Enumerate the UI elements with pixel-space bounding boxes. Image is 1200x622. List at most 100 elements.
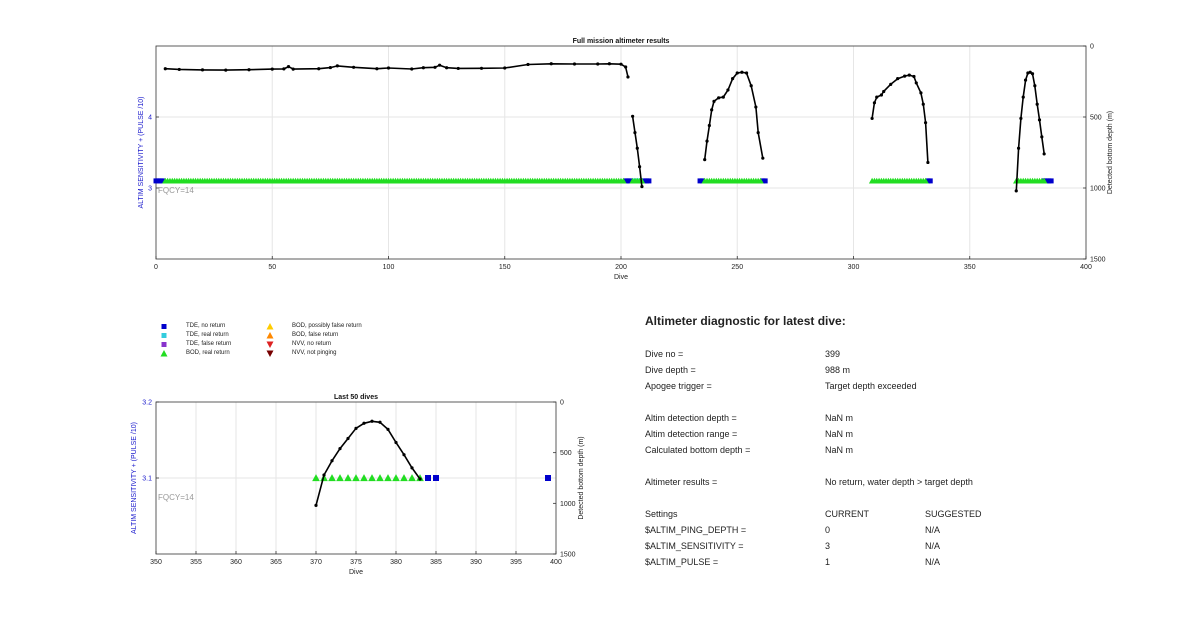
depth-point	[926, 160, 930, 165]
depth-point	[914, 81, 918, 85]
y2-tick-label: 1500	[560, 552, 576, 559]
y2-tick-label: 500	[560, 450, 572, 457]
setting-row: $ALTIM_SENSITIVITY = 3 N/A	[645, 538, 1165, 554]
results-label: Altimeter results =	[645, 477, 718, 487]
square-marker-icon	[161, 333, 167, 338]
legend-label: TDE, real return	[186, 332, 229, 338]
legend-label: BOD, possibly false return	[292, 323, 362, 329]
depth-point	[879, 93, 884, 97]
y2-tick-label: 1000	[560, 501, 576, 508]
y2-axis-label: Detected bottom depth (m)	[578, 436, 585, 519]
setting-suggested: N/A	[925, 525, 941, 535]
depth-point	[896, 77, 900, 81]
calculated-depth-value: NaN m	[825, 445, 854, 455]
depth-point	[756, 131, 760, 135]
altimeter-diagnostic-panel: Altimeter diagnostic for latest dive: Di…	[645, 314, 1165, 570]
depth-series-line	[165, 62, 629, 78]
depth-point	[282, 67, 286, 71]
chart-title: Full mission altimeter results	[573, 38, 670, 45]
x-axis-label: Dive	[614, 274, 628, 281]
depth-point	[635, 146, 639, 150]
apogee-label: Apogee trigger =	[645, 381, 712, 391]
depth-point	[328, 65, 332, 70]
depth-point	[921, 102, 925, 106]
depth-point	[1042, 152, 1046, 156]
y2-tick-label: 1000	[1090, 186, 1106, 193]
depth-point	[638, 165, 642, 169]
depth-point	[705, 139, 709, 143]
depth-point	[163, 67, 167, 71]
marker-bod-real-return	[352, 474, 360, 482]
chart-title: Last 50 dives	[334, 394, 378, 401]
y-axis-label: ALTIM SENSITIVITY + (PULSE /10)	[138, 97, 145, 209]
x-tick-label: 250	[731, 264, 743, 271]
depth-point	[291, 67, 295, 71]
depth-point	[607, 62, 611, 66]
detection-range-value: NaN m	[825, 429, 854, 439]
x-tick-label: 385	[430, 559, 442, 566]
depth-point	[1021, 95, 1025, 99]
depth-point	[889, 82, 893, 86]
depth-point	[754, 105, 758, 109]
dive-depth-label: Dive depth =	[645, 365, 696, 375]
legend-label: TDE, no return	[186, 323, 226, 329]
depth-series-line	[315, 420, 421, 506]
depth-point	[330, 459, 334, 463]
marker-bod-real-return	[1040, 177, 1048, 184]
depth-point	[731, 77, 735, 81]
depth-point	[479, 66, 484, 70]
depth-point	[352, 65, 356, 69]
y-axis-label: ALTIM SENSITIVITY + (PULSE /10)	[131, 422, 138, 534]
legend-label: NVV, not pinging	[292, 350, 337, 356]
x-tick-label: 380	[390, 559, 402, 566]
setting-row: $ALTIM_PING_DEPTH = 0 N/A	[645, 522, 1165, 538]
marker-tde-no-return	[627, 178, 633, 184]
triangle-up-marker-icon	[266, 332, 274, 339]
marker-bod-real-return	[360, 474, 368, 482]
marker-bod-real-return	[408, 474, 416, 482]
depth-point	[338, 447, 342, 451]
legend-label: TDE, false return	[186, 341, 232, 347]
depth-point	[177, 67, 181, 72]
depth-point	[744, 71, 749, 75]
depth-point	[596, 62, 600, 66]
triangle-down-marker-icon	[266, 341, 274, 348]
marker-bod-real-return	[368, 474, 376, 482]
depth-point	[735, 71, 739, 75]
depth-point	[640, 184, 644, 189]
depth-point	[572, 62, 577, 66]
x-tick-label: 350	[150, 559, 162, 566]
depth-point	[354, 426, 358, 430]
depth-point	[740, 70, 744, 74]
depth-point	[1028, 70, 1032, 74]
triangle-up-marker-icon	[160, 350, 168, 357]
depth-point	[456, 66, 460, 71]
depth-point	[421, 66, 425, 70]
depth-point	[362, 421, 366, 425]
setting-current: 0	[825, 525, 831, 535]
depth-point	[1030, 72, 1035, 76]
y-tick-label: 3.1	[142, 476, 152, 483]
depth-point	[903, 74, 907, 78]
last-50-dives-chart: 350 355 360 365 370 375 380 385 390 395 400 3.1 3.2 0…	[131, 394, 585, 576]
marker-bod-real-return	[922, 177, 929, 184]
depth-point	[370, 419, 374, 423]
square-marker-icon	[161, 342, 167, 347]
detection-depth-row: Altim detection depth = NaN m	[645, 410, 1165, 426]
setting-suggested: N/A	[925, 541, 941, 551]
depth-point	[549, 62, 553, 66]
suggested-header: SUGGESTED	[925, 509, 982, 519]
triangle-down-marker-icon	[266, 350, 274, 357]
setting-suggested: N/A	[925, 557, 941, 567]
marker-tde-no-return	[699, 178, 705, 184]
marker-bod-real-return	[376, 474, 384, 482]
depth-point	[1019, 116, 1023, 121]
depth-point	[378, 420, 382, 424]
depth-point	[410, 466, 414, 470]
depth-point	[707, 123, 711, 128]
triangle-up-marker-icon	[266, 323, 274, 330]
dive-no-value: 399	[825, 349, 841, 359]
depth-point	[375, 67, 379, 71]
marker-tde-no-return	[433, 475, 439, 481]
